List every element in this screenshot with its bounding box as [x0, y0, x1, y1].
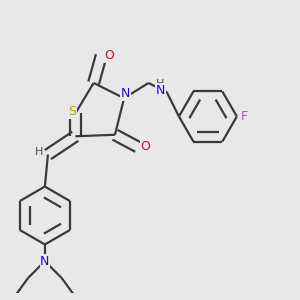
Text: H: H [34, 146, 43, 157]
Text: N: N [156, 84, 165, 97]
Text: H: H [156, 80, 164, 89]
Text: N: N [40, 255, 50, 268]
Text: O: O [104, 49, 114, 62]
Text: F: F [241, 110, 248, 123]
Text: O: O [140, 140, 150, 154]
Text: S: S [68, 105, 76, 119]
Text: N: N [121, 87, 130, 100]
